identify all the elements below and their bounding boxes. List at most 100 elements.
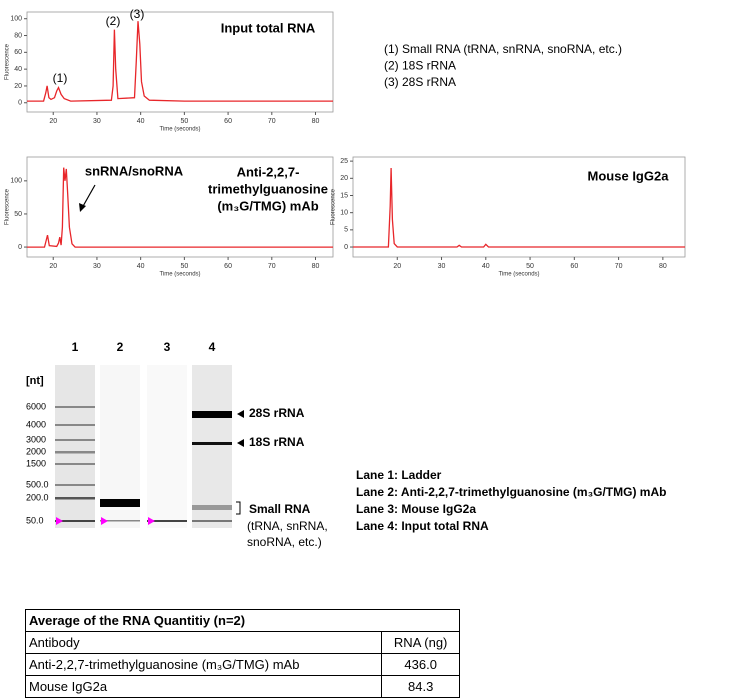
x-tick-label: 50	[526, 263, 534, 270]
band-label: Small RNA	[249, 502, 311, 516]
table-cell: RNA (ng)	[381, 631, 460, 654]
x-tick-label: 20	[393, 263, 401, 270]
y-axis-label: Fluorescence	[5, 188, 11, 225]
band	[192, 520, 232, 522]
band	[55, 439, 95, 441]
table-row: Average of the RNA Quantitiy (n=2)	[25, 609, 460, 632]
bracket	[236, 501, 241, 515]
y-tick-label: 10	[340, 210, 348, 217]
x-tick-label: 40	[137, 118, 145, 125]
band	[192, 442, 232, 445]
table-cell: Anti-2,2,7-trimethylguanosine (m₃G/TMG) …	[24, 653, 383, 676]
table-cell: Mouse IgG2a	[24, 675, 383, 698]
band-label: 18S rRNA	[249, 435, 305, 449]
marker-triangle	[56, 517, 63, 525]
y-tick-label: 20	[14, 83, 22, 90]
table-cell: 84.3	[381, 675, 460, 698]
trace	[27, 21, 333, 102]
band-label: 28S rRNA	[249, 406, 305, 420]
band	[192, 505, 232, 510]
x-tick-label: 30	[93, 263, 101, 270]
x-axis-label: Time (seconds)	[159, 127, 200, 133]
arrowhead	[237, 439, 244, 447]
ladder-label: 500.0	[26, 479, 49, 489]
trace	[353, 167, 685, 248]
x-tick-label: 80	[312, 118, 320, 125]
annotation: (2)	[106, 14, 121, 28]
x-tick-label: 20	[49, 263, 57, 270]
x-tick-label: 40	[137, 263, 145, 270]
x-tick-label: 80	[312, 263, 320, 270]
band	[55, 484, 95, 486]
ladder-label: 3000	[26, 434, 46, 444]
band	[147, 520, 187, 522]
plot-frame	[26, 11, 334, 113]
marker-triangle	[101, 517, 108, 525]
annotation: (1)	[53, 71, 68, 85]
x-tick-label: 40	[482, 263, 490, 270]
x-tick-label: 60	[224, 118, 232, 125]
chart-title: Mouse IgG2a	[588, 168, 670, 183]
gel-lane	[147, 365, 187, 528]
y-tick-label: 60	[14, 49, 22, 56]
table-title: Average of the RNA Quantitiy (n=2)	[25, 609, 460, 632]
arrowhead	[79, 203, 86, 212]
peak-note: (2) 18S rRNA	[384, 59, 456, 73]
table-row: Antibody RNA (ng)	[24, 631, 460, 654]
band	[100, 499, 140, 507]
y-axis-label: Fluorescence	[5, 43, 11, 80]
band	[55, 520, 95, 522]
y-tick-label: 20	[340, 175, 348, 182]
x-tick-label: 80	[659, 263, 667, 270]
x-tick-label: 60	[224, 263, 232, 270]
y-tick-label: 80	[14, 32, 22, 39]
x-tick-label: 70	[268, 118, 276, 125]
ladder-label: 1500	[26, 458, 46, 468]
table-row: Anti-2,2,7-trimethylguanosine (m₃G/TMG) …	[24, 653, 460, 676]
chart-title: Anti-2,2,7-	[237, 164, 300, 179]
x-tick-label: 30	[93, 118, 101, 125]
annotation-arrow	[81, 184, 96, 209]
lane-legend: Lane 3: Mouse IgG2a	[356, 502, 476, 516]
x-tick-label: 50	[180, 118, 188, 125]
lane-legend: Lane 2: Anti-2,2,7-trimethylguanosine (m…	[356, 485, 666, 499]
x-tick-label: 60	[570, 263, 578, 270]
band	[55, 424, 95, 426]
ladder-bands	[55, 406, 95, 522]
ladder-label: 200.0	[26, 492, 49, 502]
x-tick-label: 20	[49, 118, 57, 125]
plot-frame	[352, 156, 686, 258]
x-tick-label: 30	[438, 263, 446, 270]
chart-title: trimethylguanosine	[208, 181, 328, 196]
band-note: (tRNA, snRNA,	[247, 519, 328, 533]
lane-number: 1	[72, 340, 79, 354]
table-cell: Antibody	[24, 631, 383, 654]
quantity-table: Average of the RNA Quantitiy (n=2) Antib…	[24, 609, 460, 698]
trace	[27, 167, 333, 248]
lane-number: 4	[209, 340, 216, 354]
arrowhead	[237, 410, 244, 418]
y-tick-label: 40	[14, 66, 22, 73]
annotation: (3)	[130, 7, 145, 21]
band	[55, 463, 95, 465]
plot-frame	[26, 156, 334, 258]
band	[100, 520, 140, 522]
y-tick-label: 0	[344, 244, 348, 251]
y-tick-label: 15	[340, 192, 348, 199]
peak-note: (1) Small RNA (tRNA, snRNA, snoRNA, etc.…	[384, 42, 622, 56]
chart-title: (m₃G/TMG) mAb	[217, 198, 318, 213]
x-tick-label: 70	[615, 263, 623, 270]
y-axis-label: Fluorescence	[331, 188, 337, 225]
y-tick-label: 100	[10, 16, 22, 23]
x-axis-label: Time (seconds)	[498, 272, 539, 278]
gel-lane	[192, 365, 232, 528]
y-tick-label: 0	[18, 244, 22, 251]
ladder-label: 6000	[26, 401, 46, 411]
band	[55, 406, 95, 408]
lane-legend: Lane 1: Ladder	[356, 468, 442, 482]
gel-unit: [nt]	[26, 375, 44, 387]
y-tick-label: 25	[340, 158, 348, 165]
lane-legend: Lane 4: Input total RNA	[356, 519, 489, 533]
